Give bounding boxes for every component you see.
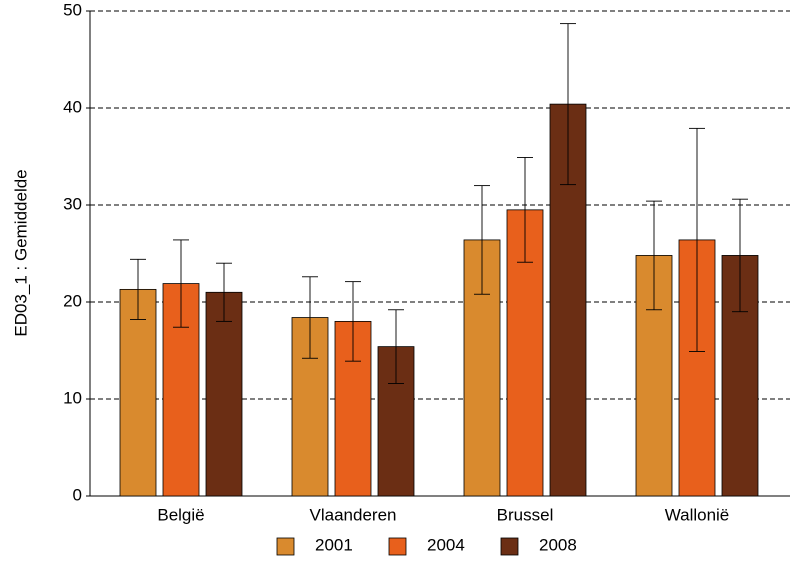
x-tick-label: Wallonië — [665, 505, 730, 524]
error-bar — [388, 309, 404, 384]
y-tick-label: 10 — [63, 388, 82, 407]
y-tick-label: 0 — [73, 485, 82, 504]
x-tick-label: Vlaanderen — [310, 505, 397, 524]
x-tick-label: Brussel — [497, 505, 554, 524]
y-tick-label: 30 — [63, 194, 82, 213]
error-bar — [732, 198, 748, 313]
error-bar — [689, 127, 705, 352]
legend-label: 2004 — [427, 535, 465, 554]
error-bar — [302, 276, 318, 359]
error-bar — [646, 200, 662, 311]
error-bar — [216, 262, 232, 322]
y-tick-label: 20 — [63, 291, 82, 310]
error-bar — [130, 258, 146, 320]
y-tick-label: 50 — [63, 0, 82, 19]
legend-label: 2008 — [539, 535, 577, 554]
legend-swatch — [276, 537, 295, 556]
x-tick-label: België — [157, 505, 204, 524]
error-bar — [517, 157, 533, 263]
error-bar — [474, 185, 490, 295]
y-axis-label: ED03_1 : Gemiddelde — [11, 169, 30, 336]
error-bar — [560, 23, 576, 186]
bar — [119, 288, 157, 497]
legend-label: 2001 — [315, 535, 353, 554]
legend-swatch — [500, 537, 519, 556]
bar — [205, 291, 243, 497]
y-tick-label: 40 — [63, 97, 82, 116]
error-bar — [345, 281, 361, 362]
legend-swatch — [388, 537, 407, 556]
error-bar — [173, 239, 189, 328]
